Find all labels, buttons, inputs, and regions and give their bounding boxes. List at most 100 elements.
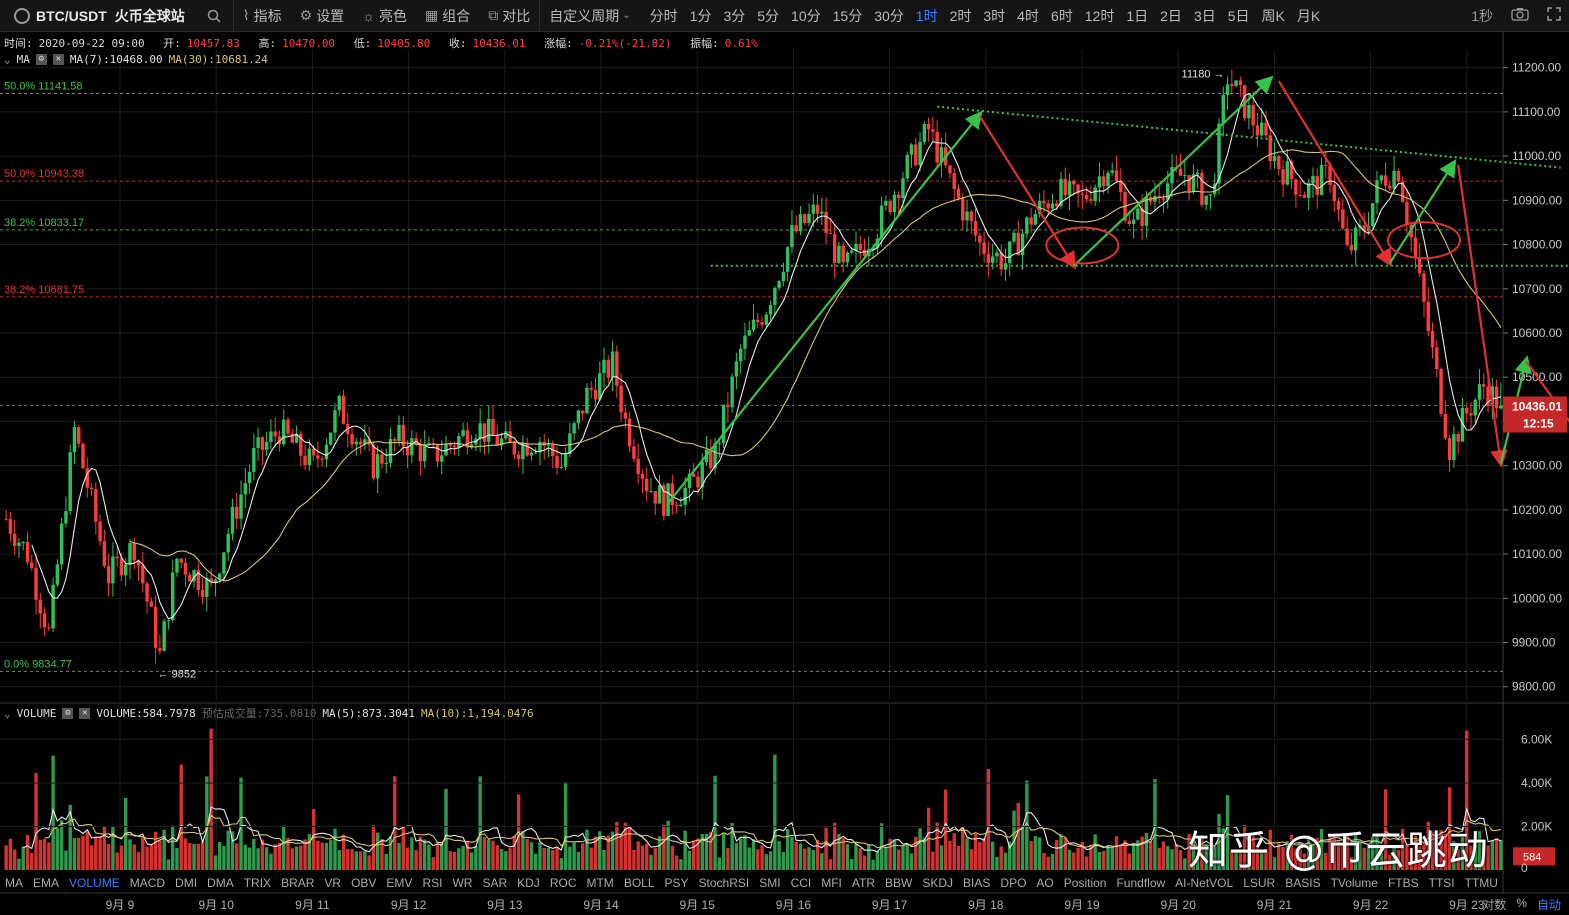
indicator-tab[interactable]: EMV [386,876,413,890]
period-tab[interactable]: 1分 [689,7,712,24]
refresh-interval[interactable]: 1秒 [1471,7,1493,24]
period-tab[interactable]: 3时 [983,7,1006,24]
volume-close-icon[interactable]: ✕ [79,707,91,719]
candle-body [1127,220,1132,225]
indicator-tab[interactable]: ROC [549,876,577,890]
candle-body [939,147,944,163]
indicator-tab[interactable]: TTSI [1428,876,1455,890]
indicator-tab[interactable]: StochRSI [698,876,750,890]
indicator-tab[interactable]: OBV [351,876,377,890]
indicator-tab[interactable]: AO [1036,876,1054,890]
candle-body [572,423,576,434]
period-tab[interactable]: 12时 [1084,7,1115,24]
search-button[interactable] [195,0,233,31]
indicator-tab[interactable]: DPO [1000,876,1027,890]
ma-close-icon[interactable]: ✕ [52,54,64,65]
candle-body [986,253,991,263]
indicator-tab[interactable]: LSUR [1243,876,1276,890]
indicator-tab[interactable]: TVolume [1330,876,1378,890]
indicator-tab[interactable]: WR [452,876,473,890]
candle-body [226,533,230,553]
indicator-tab[interactable]: VOLUME [69,876,120,890]
candle-body [512,442,517,455]
volume-bar [593,836,598,870]
fullscreen-icon[interactable] [1547,7,1561,24]
indicator-button[interactable]: ⌇ 指标 [234,0,291,31]
indicator-tab[interactable]: TTMU [1464,876,1498,890]
indicator-tab[interactable]: MA [5,876,23,890]
auto-scale-toggle[interactable]: 自动 [1536,898,1561,912]
indicator-tab[interactable]: BASIS [1285,876,1321,890]
indicator-tab[interactable]: MFI [821,876,842,890]
indicator-tab[interactable]: BRAR [281,876,315,890]
indicator-tab[interactable]: Position [1063,876,1107,890]
indicator-tab[interactable]: BIAS [963,876,991,890]
period-tab[interactable]: 4时 [1017,7,1039,24]
indicator-tab[interactable]: AI-NetVOL [1175,876,1234,890]
indicator-tab[interactable]: ATR [851,876,876,890]
period-tab[interactable]: 10分 [791,7,821,24]
indicator-tab[interactable]: MTM [586,876,614,890]
indicator-tab[interactable]: VR [324,876,342,890]
period-tab[interactable]: 2日 [1160,7,1182,24]
custom-period-dropdown[interactable]: 自定义周期 ⌄ [540,0,643,31]
ma-settings-icon[interactable]: ⚙ [35,54,47,65]
candle-body [1191,174,1196,192]
candle-body [969,211,974,221]
period-tab[interactable]: 1时 [915,7,938,24]
indicator-tab[interactable]: DMI [175,876,198,890]
indicator-tab[interactable]: CCI [790,876,812,890]
volume-settings-icon[interactable]: ⚙ [62,707,74,719]
volume-tick-label: 2.00K [1521,819,1552,833]
period-tab[interactable]: 15分 [832,7,863,24]
compare-button[interactable]: ⧉ 对比 [479,0,539,31]
period-tab[interactable]: 3日 [1193,7,1216,24]
period-tab[interactable]: 分时 [649,7,678,24]
volume-bar [1238,852,1243,870]
indicator-tab[interactable]: EMA [33,876,60,890]
indicator-tab[interactable]: RSI [422,876,443,890]
indicator-tab[interactable]: SMI [759,876,781,890]
volume-bar [687,850,692,870]
candle-body [55,564,60,585]
period-tab[interactable]: 5日 [1227,7,1250,24]
volume-value: VOLUME:584.7978 [96,706,196,720]
volume-bar [901,845,905,870]
period-tab[interactable]: 1日 [1126,7,1149,24]
period-tab[interactable]: 30分 [874,7,904,24]
ma-legend: ⌄ MA ⚙ ✕ MA(7):10468.00 MA(30):10681.24 [4,53,268,66]
pair-selector[interactable]: BTC/USDT 火币全球站 [0,0,195,31]
screenshot-icon[interactable] [1511,7,1529,24]
percent-scale-toggle[interactable]: % [1516,896,1527,910]
indicator-tab[interactable]: MACD [129,876,166,890]
collapse-icon[interactable]: ⌄ [4,53,11,66]
indicator-tab[interactable]: DMA [207,876,234,890]
settings-button[interactable]: ⚙ 设置 [291,0,354,31]
candle-body [632,446,636,459]
indicator-tab[interactable]: BBW [885,876,913,890]
volume-collapse-icon[interactable]: ⌄ [4,706,11,720]
trend-arrow [1277,80,1393,267]
theme-button[interactable]: ☼ 亮色 [353,0,416,31]
candle-body [533,452,538,454]
period-tab[interactable]: 2时 [949,7,972,24]
log-scale-toggle[interactable]: 对数 [1482,898,1507,912]
indicator-tab[interactable]: PSY [664,876,689,890]
candle-body [277,436,282,445]
period-tab[interactable]: 6时 [1050,7,1073,24]
indicator-tab[interactable]: FTBS [1387,876,1419,890]
indicator-tab[interactable]: Fundflow [1116,876,1166,890]
volume-bar [717,857,722,870]
highlight-circle [1386,221,1461,260]
indicator-tab[interactable]: SKDJ [922,876,954,890]
period-tab[interactable]: 3分 [723,7,746,24]
indicator-tab[interactable]: BOLL [623,876,655,890]
combo-button[interactable]: ▦ 组合 [416,0,479,31]
period-tab[interactable]: 周K [1261,7,1285,24]
indicator-tab[interactable]: KDJ [517,876,540,890]
indicator-tab[interactable]: TRIX [243,876,272,890]
period-tab[interactable]: 月K [1296,7,1321,24]
period-tab[interactable]: 5分 [757,7,780,24]
indicator-tab[interactable]: SAR [482,876,508,890]
